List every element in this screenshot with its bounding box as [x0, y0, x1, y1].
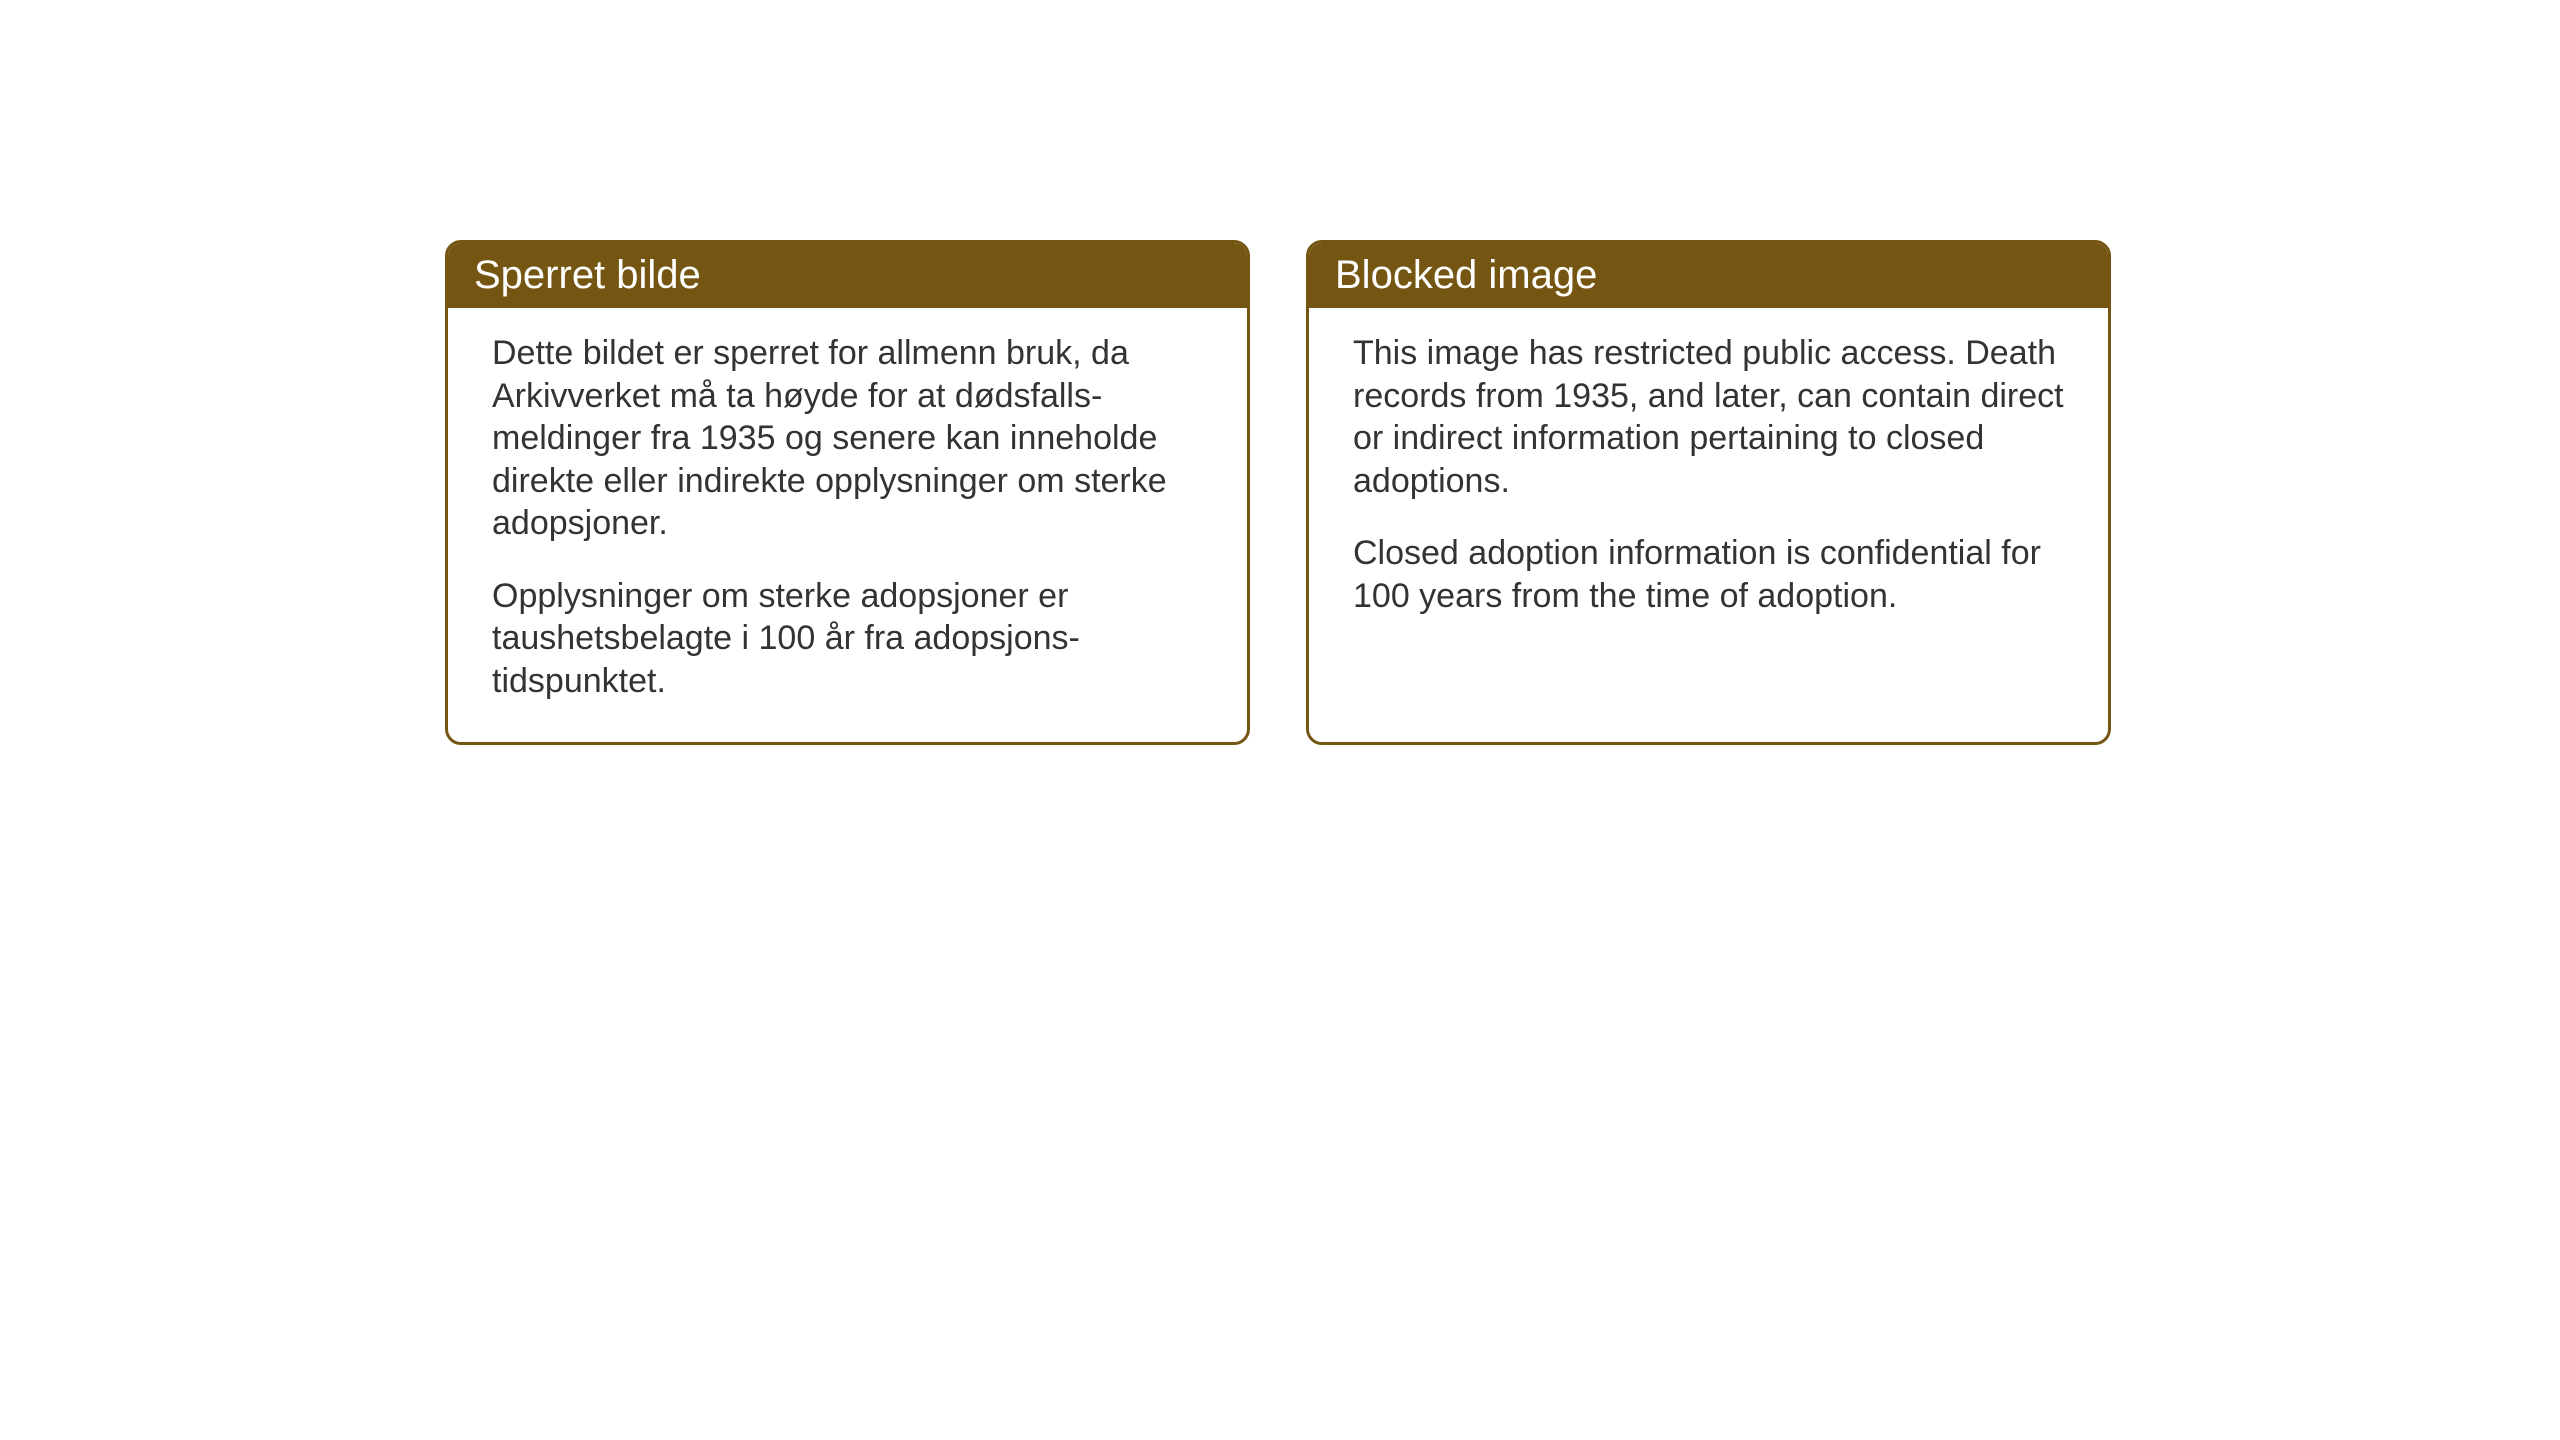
card-header-norwegian: Sperret bilde [448, 243, 1247, 308]
card-paragraph-1-english: This image has restricted public access.… [1353, 332, 2064, 502]
card-title-english: Blocked image [1335, 253, 1597, 297]
card-body-english: This image has restricted public access.… [1309, 308, 2108, 738]
notice-cards-container: Sperret bilde Dette bildet er sperret fo… [445, 240, 2111, 745]
card-paragraph-2-english: Closed adoption information is confident… [1353, 532, 2064, 617]
card-paragraph-2-norwegian: Opplysninger om sterke adopsjoner er tau… [492, 575, 1203, 703]
card-header-english: Blocked image [1309, 243, 2108, 308]
notice-card-english: Blocked image This image has restricted … [1306, 240, 2111, 745]
notice-card-norwegian: Sperret bilde Dette bildet er sperret fo… [445, 240, 1250, 745]
card-title-norwegian: Sperret bilde [474, 253, 701, 297]
card-body-norwegian: Dette bildet er sperret for allmenn bruk… [448, 308, 1247, 742]
card-paragraph-1-norwegian: Dette bildet er sperret for allmenn bruk… [492, 332, 1203, 545]
